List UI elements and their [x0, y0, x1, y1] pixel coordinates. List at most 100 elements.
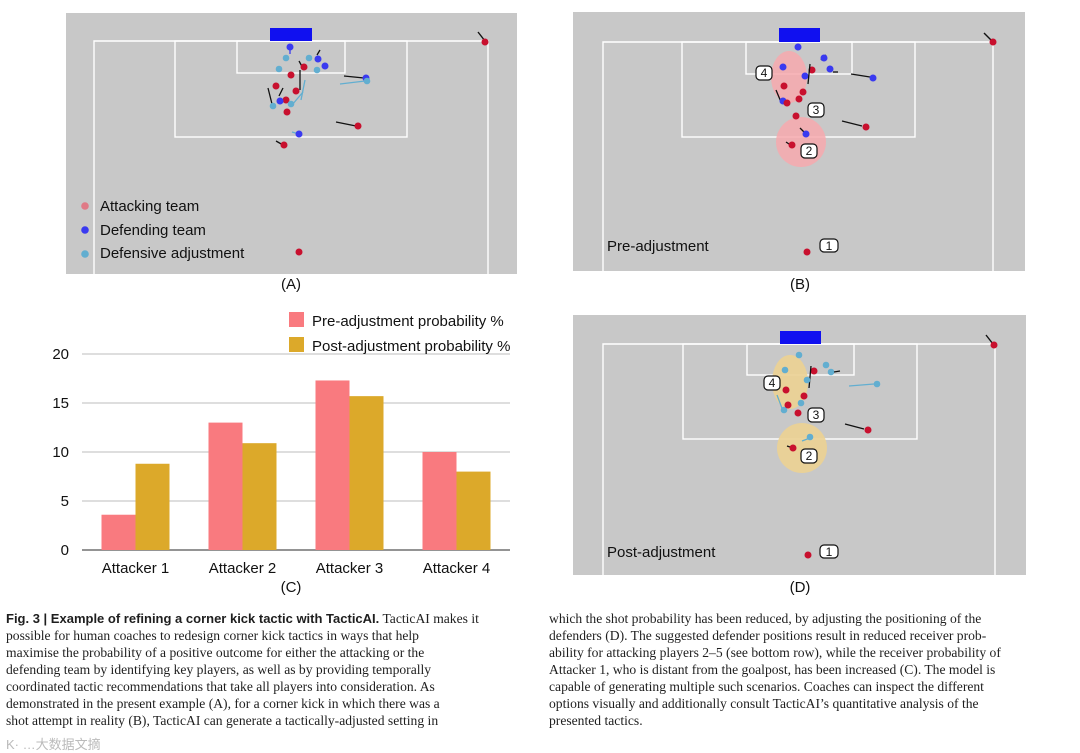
defender-dot	[314, 55, 322, 63]
chart-bars	[101, 380, 491, 550]
legend-post-swatch	[289, 337, 304, 352]
post-bar-attacker-2	[242, 443, 277, 550]
y-tick-label: 15	[52, 395, 69, 412]
legend-defending-dot	[81, 226, 89, 234]
attacker-dot	[295, 248, 303, 256]
caption-line: demonstrated in the present example (A),…	[6, 696, 440, 711]
chart-legend: Pre-adjustment probability % Post-adjust…	[289, 312, 510, 355]
pre-bar-attacker-2	[208, 422, 243, 550]
marker-3-b: 3	[813, 103, 820, 117]
panel-a: Attacking team Defending team Defensive …	[66, 13, 517, 293]
adjusted-defender-dot	[305, 54, 313, 62]
y-tick-label: 5	[61, 493, 69, 510]
highlight-2-d	[777, 423, 827, 473]
panel-b: 4 3 2 1 Pre-adjustment (B)	[573, 12, 1025, 293]
attacker-dot	[272, 82, 280, 90]
caption-line: TacticAI makes it	[382, 611, 479, 626]
marker-2-b: 2	[806, 144, 813, 158]
attacker-dot	[481, 38, 489, 46]
attacker-dot	[354, 122, 362, 130]
caption-line: possible for human coaches to redesign c…	[6, 628, 419, 643]
post-bar-attacker-4	[456, 471, 491, 550]
x-tick-label: Attacker 3	[316, 560, 384, 577]
attacker-dot	[292, 87, 300, 95]
goal-b	[779, 28, 820, 42]
legend-attacking-dot	[81, 202, 89, 210]
marker-3-d: 3	[813, 408, 820, 422]
legend-adjustment-dot	[81, 250, 89, 258]
watermark: K· …大数据文摘	[6, 737, 101, 752]
adjusted-defender-dot	[269, 102, 277, 110]
defender-dot	[276, 97, 284, 105]
defender-dot	[321, 62, 329, 70]
attacker-dot	[287, 71, 295, 79]
y-tick-label: 0	[61, 542, 69, 559]
attacker-dot	[283, 108, 291, 116]
pre-bar-attacker-1	[101, 514, 136, 550]
defender-dot	[286, 43, 294, 51]
marker-2-d: 2	[806, 449, 813, 463]
figure-label: Fig. 3 | Example of refining a corner ki…	[6, 611, 380, 626]
y-tick-label: 10	[52, 444, 69, 461]
attacker-dot	[280, 141, 288, 149]
y-tick-label: 20	[52, 346, 69, 363]
x-tick-label: Attacker 1	[102, 560, 170, 577]
players-a	[267, 31, 489, 256]
figure-canvas: Attacking team Defending team Defensive …	[52, 12, 1026, 596]
caption-line: capable of generating multiple such scen…	[549, 679, 984, 694]
caption-right-column: which the shot probability has been redu…	[549, 610, 1073, 729]
legend-adjustment-label: Defensive adjustment	[100, 245, 245, 262]
caption-line: options visually and additionally consul…	[549, 696, 979, 711]
post-bar-attacker-1	[135, 463, 170, 550]
caption-line: ability for attacking players 2–5 (see b…	[549, 645, 1001, 660]
chart-x-tick-labels: Attacker 1 Attacker 2 Attacker 3 Attacker 4	[102, 560, 491, 577]
markers-b: 4 3 2 1	[755, 65, 839, 253]
pre-bar-attacker-4	[422, 452, 457, 550]
adjusted-defender-dot	[282, 54, 290, 62]
marker-1-d: 1	[826, 545, 833, 559]
caption-line: defenders (D). The suggested defender po…	[549, 628, 987, 643]
x-tick-label: Attacker 2	[209, 560, 277, 577]
marker-1-b: 1	[826, 239, 833, 253]
legend-defending-label: Defending team	[100, 222, 206, 239]
attacker-dot	[300, 63, 308, 71]
attacker-dot	[282, 96, 290, 104]
panel-c-label: (C)	[281, 579, 302, 596]
highlight-4-d	[772, 355, 808, 409]
pre-bar-attacker-3	[315, 380, 350, 550]
marker-4-d: 4	[769, 376, 776, 390]
legend-pre-label: Pre-adjustment probability %	[312, 313, 504, 330]
pitch-a	[66, 13, 517, 274]
legend-pre-swatch	[289, 312, 304, 327]
post-bar-attacker-3	[349, 396, 384, 550]
legend-attacking-label: Attacking team	[100, 198, 199, 215]
defender-dot	[295, 130, 303, 138]
panel-b-label: (B)	[790, 276, 810, 293]
caption-line: Attacker 1, who is distant from the goal…	[549, 662, 996, 677]
panel-d-title: Post-adjustment	[607, 544, 716, 561]
adjusted-defender-dot	[275, 65, 283, 73]
caption-line: which the shot probability has been redu…	[549, 611, 982, 626]
players-d	[776, 334, 998, 559]
panel-b-title: Pre-adjustment	[607, 238, 710, 255]
markers-d: 4 3 2 1	[763, 375, 839, 559]
caption-left-column: Fig. 3 | Example of refining a corner ki…	[6, 610, 528, 729]
panel-a-label: (A)	[281, 276, 301, 293]
caption-line: defending team by identifying key player…	[6, 662, 432, 677]
adjusted-defender-dot	[363, 77, 371, 85]
caption-line: shot attempt in reality (B), TacticAI ca…	[6, 713, 439, 728]
legend-a: Attacking team Defending team Defensive …	[81, 198, 245, 262]
chart-y-tick-labels: 0 5 10 15 20	[52, 346, 69, 559]
goal-a	[270, 28, 312, 41]
highlight-2-b	[776, 117, 826, 167]
legend-post-label: Post-adjustment probability %	[312, 338, 510, 355]
panel-d-label: (D)	[790, 579, 811, 596]
marker-4-b: 4	[761, 66, 768, 80]
goal-d	[780, 331, 821, 344]
caption-line: maximise the probability of a positive o…	[6, 645, 425, 660]
x-tick-label: Attacker 4	[423, 560, 491, 577]
caption-line: coordinated tactic recommendations that …	[6, 679, 435, 694]
players-b	[775, 32, 997, 256]
caption-line: presented tactics.	[549, 713, 643, 728]
